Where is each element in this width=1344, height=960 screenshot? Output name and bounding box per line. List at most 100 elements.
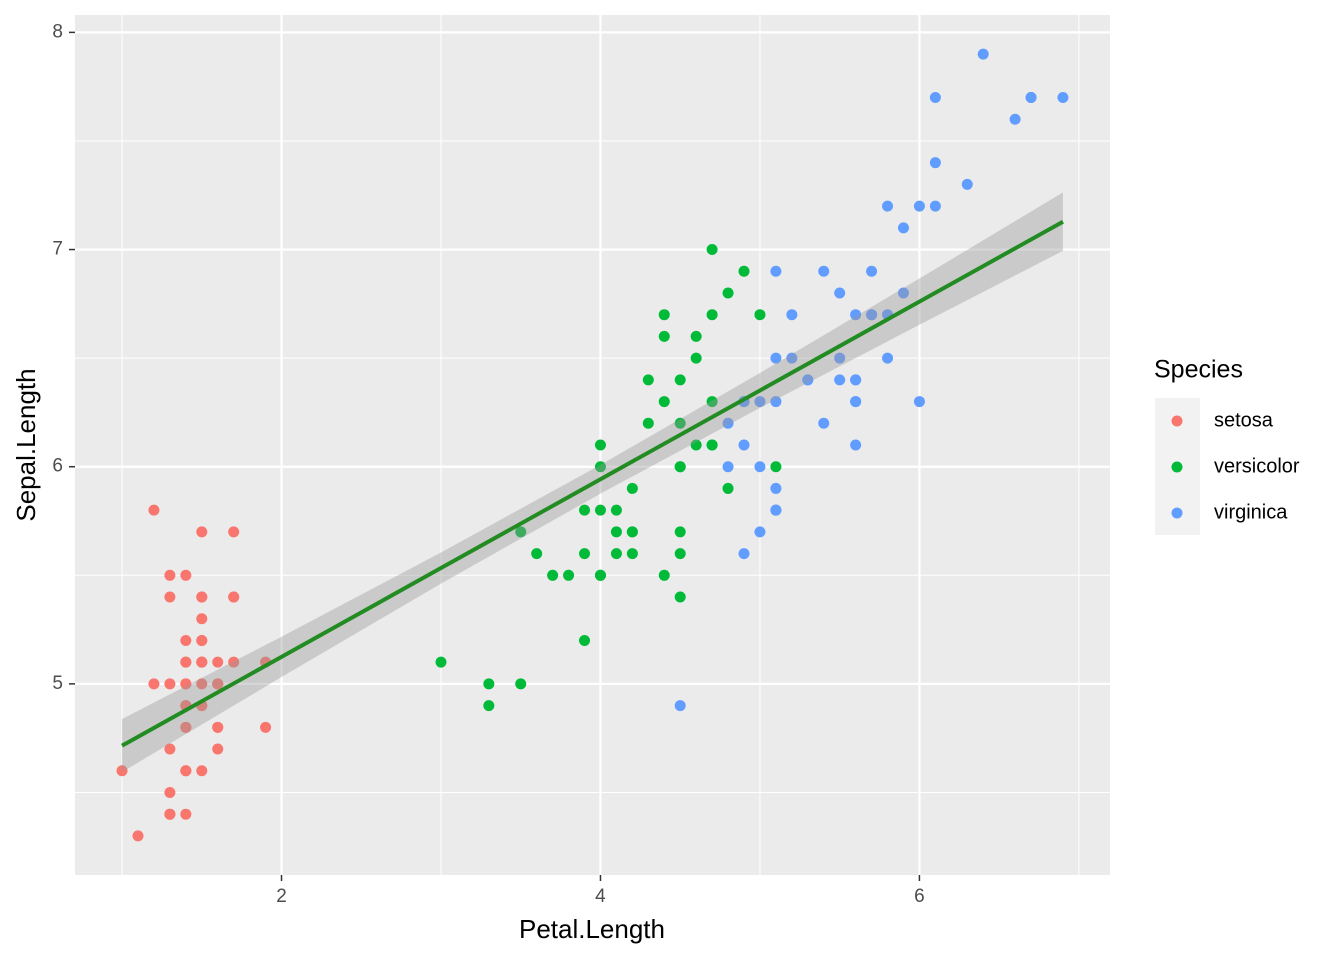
point xyxy=(722,287,734,299)
point xyxy=(483,678,495,690)
point xyxy=(228,526,240,538)
point xyxy=(866,265,878,277)
point xyxy=(196,678,208,690)
marks xyxy=(116,48,1069,842)
point xyxy=(850,396,862,408)
point xyxy=(706,309,718,321)
point xyxy=(594,504,606,516)
point xyxy=(802,374,814,386)
point xyxy=(594,569,606,581)
point xyxy=(515,526,527,538)
point xyxy=(196,656,208,668)
point xyxy=(1025,92,1037,104)
legend-label: versicolor xyxy=(1214,455,1300,477)
point xyxy=(260,721,272,733)
point xyxy=(626,482,638,494)
point xyxy=(770,265,782,277)
point xyxy=(658,396,670,408)
y-tick-label: 5 xyxy=(52,673,63,694)
point xyxy=(706,439,718,451)
point xyxy=(196,634,208,646)
point xyxy=(929,92,941,104)
point xyxy=(1057,92,1069,104)
grid xyxy=(75,15,1110,875)
point xyxy=(116,765,128,777)
point xyxy=(770,504,782,516)
point xyxy=(674,548,686,560)
point xyxy=(722,461,734,473)
point xyxy=(642,417,654,429)
point xyxy=(626,548,638,560)
point xyxy=(164,569,176,581)
point xyxy=(212,743,224,755)
y-axis-title: Sepal.Length xyxy=(11,368,41,521)
point xyxy=(180,721,192,733)
point xyxy=(706,244,718,256)
point xyxy=(180,765,192,777)
point xyxy=(483,700,495,712)
point xyxy=(594,461,606,473)
point xyxy=(626,526,638,538)
legend-key xyxy=(1171,507,1183,519)
y-tick-label: 7 xyxy=(52,239,63,260)
point xyxy=(164,591,176,603)
point xyxy=(228,656,240,668)
point xyxy=(850,439,862,451)
point xyxy=(642,374,654,386)
point xyxy=(754,461,766,473)
legend-key xyxy=(1171,461,1183,473)
point xyxy=(132,830,144,842)
point xyxy=(770,461,782,473)
point xyxy=(658,569,670,581)
point xyxy=(722,417,734,429)
point xyxy=(770,396,782,408)
point xyxy=(196,526,208,538)
legend: Species setosa versicolor virginica xyxy=(1154,356,1300,535)
point xyxy=(674,417,686,429)
legend-title: Species xyxy=(1154,356,1243,384)
point xyxy=(754,526,766,538)
axes: 2 4 6 5 6 7 8 xyxy=(52,21,924,907)
point xyxy=(738,548,750,560)
point xyxy=(164,786,176,798)
point xyxy=(515,678,527,690)
point xyxy=(961,178,973,190)
x-axis-title: Petal.Length xyxy=(519,914,665,944)
point xyxy=(977,48,989,60)
point xyxy=(180,656,192,668)
point xyxy=(164,678,176,690)
point xyxy=(754,396,766,408)
point xyxy=(180,569,192,581)
legend-label: virginica xyxy=(1214,501,1288,523)
point xyxy=(850,374,862,386)
point xyxy=(196,613,208,625)
point xyxy=(180,808,192,820)
point xyxy=(834,374,846,386)
point xyxy=(834,287,846,299)
y-tick-label: 8 xyxy=(52,21,63,42)
point xyxy=(547,569,559,581)
point xyxy=(196,765,208,777)
point xyxy=(180,678,192,690)
point xyxy=(1009,113,1021,125)
point xyxy=(818,265,830,277)
point xyxy=(212,678,224,690)
point xyxy=(228,591,240,603)
point xyxy=(929,157,941,169)
point xyxy=(786,352,798,364)
point xyxy=(850,309,862,321)
point xyxy=(164,808,176,820)
point xyxy=(579,504,591,516)
point xyxy=(674,700,686,712)
point xyxy=(818,417,830,429)
point xyxy=(834,352,846,364)
point xyxy=(212,721,224,733)
point xyxy=(913,396,925,408)
point xyxy=(674,526,686,538)
point xyxy=(435,656,447,668)
x-tick-label: 2 xyxy=(276,886,287,907)
point xyxy=(531,548,543,560)
point xyxy=(690,330,702,342)
point xyxy=(212,656,224,668)
